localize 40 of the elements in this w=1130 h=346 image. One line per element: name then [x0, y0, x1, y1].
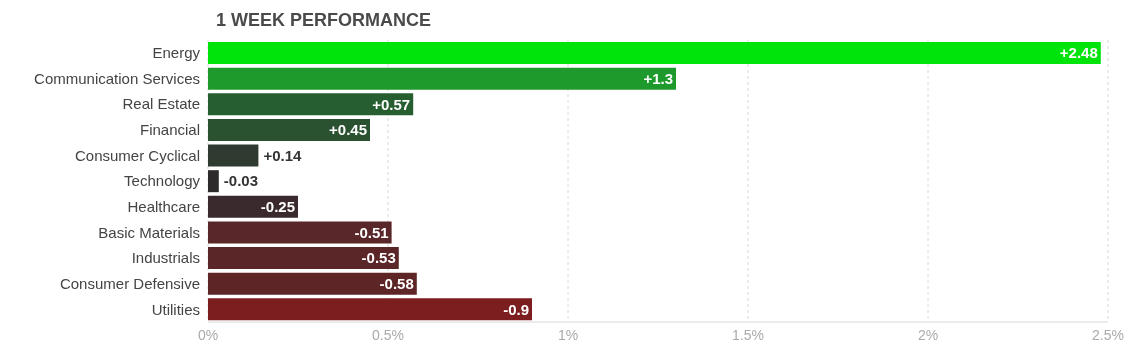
x-tick-label: 2% — [917, 326, 939, 343]
y-tick-label: Basic Materials — [98, 223, 200, 241]
chart-title: 1 WEEK PERFORMANCE — [215, 9, 432, 32]
y-tick-label: Utilities — [151, 300, 200, 318]
y-tick-label: Technology — [124, 172, 201, 190]
data-label: +0.14 — [263, 146, 303, 164]
bar — [208, 67, 676, 90]
x-tick-label: 2.5% — [1092, 326, 1124, 343]
y-tick-label: Communication Services — [34, 69, 200, 87]
y-tick-label: Consumer Defensive — [59, 274, 200, 292]
y-tick-label: Consumer Cyclical — [74, 146, 200, 164]
x-tick-label: 0% — [197, 326, 219, 343]
data-label: -0.25 — [260, 198, 295, 216]
data-label: -0.9 — [503, 300, 529, 318]
data-label: -0.58 — [379, 274, 414, 292]
bar — [208, 93, 414, 116]
bar — [208, 247, 399, 270]
y-tick-label: Industrials — [131, 249, 200, 267]
data-label: -0.03 — [223, 172, 258, 190]
bar — [208, 118, 370, 141]
x-tick-label: 1.5% — [732, 326, 764, 343]
data-label: +1.3 — [643, 69, 673, 87]
bar — [208, 42, 1101, 64]
y-tick-label: Energy — [152, 44, 201, 62]
x-tick-label: 1% — [557, 326, 579, 343]
data-label: +0.45 — [329, 121, 367, 139]
y-tick-label: Healthcare — [127, 197, 200, 215]
y-tick-label: Financial — [139, 121, 200, 139]
bar — [208, 221, 392, 244]
data-label: +2.48 — [1059, 44, 1098, 62]
data-label: -0.53 — [361, 249, 396, 267]
data-label: -0.51 — [354, 223, 389, 241]
bar — [208, 298, 532, 321]
y-tick-label: Real Estate — [122, 95, 200, 113]
data-label: +0.57 — [372, 95, 411, 113]
bar — [208, 170, 219, 193]
bar — [208, 195, 298, 218]
bar — [208, 144, 259, 167]
bar — [208, 272, 417, 295]
x-tick-label: 0.5% — [372, 326, 404, 343]
